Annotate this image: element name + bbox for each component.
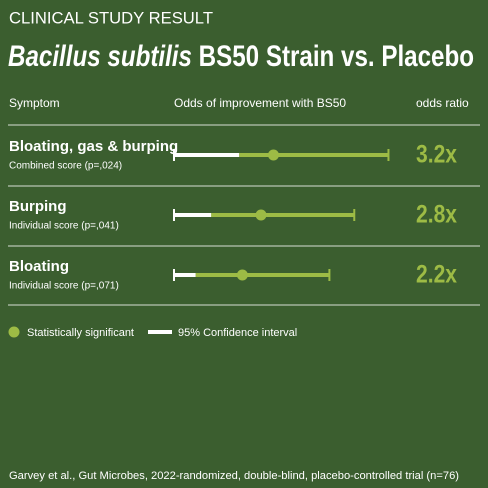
column-header: Odds of improvement with BS50: [174, 96, 346, 110]
title-rest: BS50 Strain vs. Placebo: [192, 40, 474, 73]
title: Bacillus subtilis BS50 Strain vs. Placeb…: [8, 40, 474, 73]
legend-marker: [8, 326, 20, 338]
title-italic: Bacillus subtilis: [8, 40, 192, 73]
column-header: Symptom: [9, 96, 60, 110]
symptom-label: Burping: [9, 198, 67, 215]
kicker: CLINICAL STUDY RESULT: [9, 8, 213, 27]
symptom-label: Bloating, gas & burping: [9, 138, 178, 155]
odds-label: 3.2x: [416, 141, 457, 169]
symptom-subtitle: Individual score (p=,071): [9, 281, 119, 292]
legend-label: Statistically significant: [27, 327, 134, 339]
legend-label: 95% Confidence interval: [178, 327, 297, 339]
odds-point: [267, 149, 279, 161]
odds-point: [236, 269, 248, 281]
odds-label: 2.8x: [416, 201, 457, 229]
symptom-subtitle: Combined score (p=,024): [9, 161, 122, 172]
column-header: odds ratio: [416, 96, 469, 110]
symptom-subtitle: Individual score (p=,041): [9, 221, 119, 232]
symptom-label: Bloating: [9, 258, 69, 275]
odds-point: [255, 209, 267, 221]
footer: Garvey et al., Gut Microbes, 2022-random…: [9, 470, 459, 482]
odds-label: 2.2x: [416, 261, 457, 289]
